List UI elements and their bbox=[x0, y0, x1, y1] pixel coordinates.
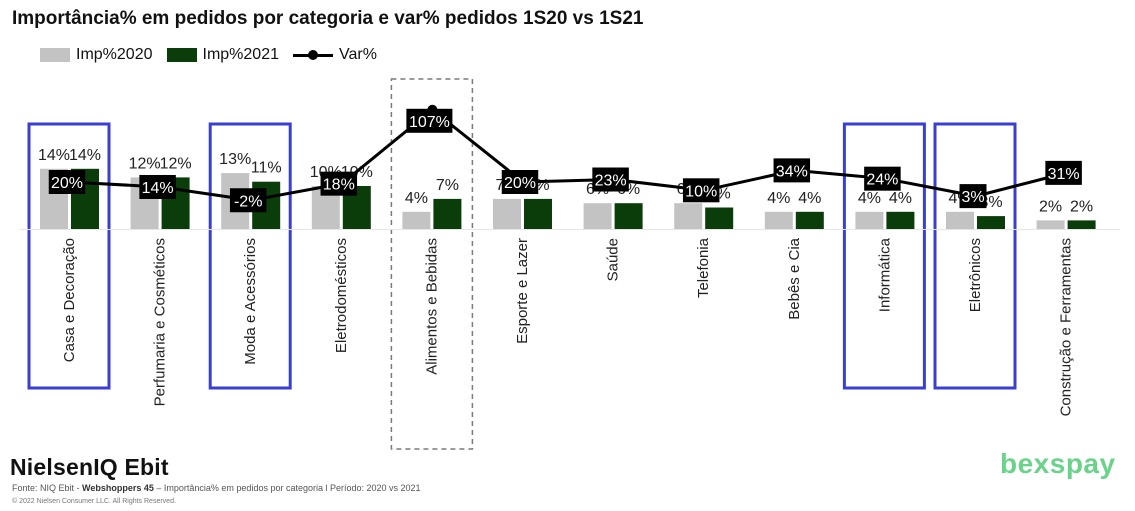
bar-imp2021 bbox=[705, 207, 734, 229]
legend-swatch-imp2021 bbox=[166, 48, 197, 62]
category-label: Esporte e Lazer bbox=[514, 238, 531, 344]
highlight-box-eletronicos bbox=[933, 122, 1017, 390]
category-label: Eletrodomésticos bbox=[333, 238, 350, 353]
bar-label-imp2020: 14% bbox=[38, 147, 70, 164]
bar-imp2020 bbox=[493, 198, 521, 229]
var-label: 14% bbox=[142, 180, 174, 197]
var-label: 107% bbox=[409, 114, 450, 131]
source-bold: Webshoppers 45 bbox=[82, 483, 154, 493]
bar-label-imp2020: 4% bbox=[858, 190, 881, 207]
chart-legend: Imp%2020 Imp%2021 Var% bbox=[40, 44, 391, 66]
bar-label-imp2020: 12% bbox=[129, 155, 161, 172]
legend-line-marker bbox=[293, 48, 333, 62]
brand-name: NielsenIQ Ebit bbox=[10, 454, 169, 480]
bar-label-imp2020: 4% bbox=[767, 190, 790, 207]
source-prefix: Fonte: NIQ Ebit - bbox=[12, 483, 83, 493]
category-label: Eletrônicos bbox=[967, 238, 984, 312]
bar-imp2021 bbox=[795, 211, 824, 229]
category-label: Bebês e Cia bbox=[786, 237, 803, 319]
var-label-box bbox=[773, 158, 811, 183]
var-label: -2% bbox=[234, 193, 262, 210]
var-label-box bbox=[682, 178, 720, 203]
bar-imp2021 bbox=[977, 216, 1005, 229]
source-suffix: – Importância% em pedidos por categoria … bbox=[153, 483, 421, 493]
var-label: 23% bbox=[595, 173, 627, 190]
bar-label-imp2021: 7% bbox=[436, 177, 459, 194]
legend-item-imp2021: Imp%2021 bbox=[166, 46, 280, 64]
var-label-box bbox=[229, 188, 267, 213]
var-label-box bbox=[139, 174, 176, 199]
legend-label-imp2020: Imp%2020 bbox=[76, 46, 153, 63]
dashed-box-alimentos-e-bebidas bbox=[390, 78, 474, 450]
bar-imp2020 bbox=[1036, 220, 1065, 229]
legend-item-imp2020: Imp%2020 bbox=[40, 46, 153, 64]
var-label-box bbox=[320, 171, 358, 196]
bar-label-imp2020: 13% bbox=[219, 151, 251, 168]
bar-imp2021 bbox=[614, 203, 643, 229]
bexspay-logo: bexspay bbox=[1000, 448, 1116, 479]
bar-label-imp2021: 12% bbox=[160, 155, 192, 172]
category-label: Saúde bbox=[605, 238, 622, 281]
bar-imp2020 bbox=[946, 211, 974, 229]
var-label-box bbox=[864, 166, 901, 191]
highlight-box-casa-e-decoracao bbox=[27, 122, 111, 390]
var-label-box bbox=[959, 184, 987, 209]
var-label-box bbox=[48, 170, 86, 194]
category-label: Telefonia bbox=[695, 237, 712, 298]
var-label: 3% bbox=[961, 189, 984, 206]
bar-imp2020 bbox=[674, 203, 703, 229]
bar-label-imp2020: 2% bbox=[1039, 198, 1062, 215]
chart-title: Importância% em pedidos por categoria e … bbox=[12, 8, 644, 29]
var-label: 31% bbox=[1048, 166, 1080, 183]
var-label: 10% bbox=[685, 183, 717, 200]
category-label: Moda e Acessórios bbox=[242, 238, 259, 365]
copyright-note: © 2022 Nielsen Consumer LLC. All Rights … bbox=[12, 498, 176, 505]
bar-imp2020 bbox=[764, 211, 793, 229]
bar-label-imp2020: 4% bbox=[405, 190, 428, 207]
highlight-box-informatica bbox=[842, 122, 926, 390]
chart-plot: 14%14%12%12%13%11%10%10%4%7%7%7%6%6%6%5%… bbox=[20, 78, 1120, 450]
var-label-box bbox=[406, 108, 453, 133]
legend-label-imp2021: Imp%2021 bbox=[202, 46, 280, 63]
var-label: 24% bbox=[866, 172, 898, 189]
bar-label-imp2021: 2% bbox=[1070, 198, 1093, 215]
legend-swatch-imp2020 bbox=[40, 48, 70, 62]
bar-imp2021 bbox=[886, 211, 915, 229]
bar-label-imp2021: 14% bbox=[69, 147, 101, 164]
bar-imp2020 bbox=[583, 203, 612, 229]
bar-imp2021 bbox=[1067, 220, 1096, 229]
var-label-box bbox=[592, 167, 629, 192]
bar-label-imp2021: 4% bbox=[889, 190, 912, 207]
highlight-box-moda-e-acessorios bbox=[208, 122, 292, 390]
legend-label-var: Var% bbox=[339, 46, 377, 63]
bar-imp2021 bbox=[433, 198, 462, 229]
category-label: Casa e Decoração bbox=[61, 238, 78, 362]
var-label: 20% bbox=[504, 175, 536, 192]
bar-label-imp2021: 11% bbox=[251, 160, 282, 177]
bar-imp2020 bbox=[402, 211, 431, 229]
var-label: 20% bbox=[51, 175, 83, 192]
bar-label-imp2021: 4% bbox=[798, 190, 821, 207]
category-label: Alimentos e Bebidas bbox=[423, 238, 440, 375]
var-label: 18% bbox=[323, 177, 355, 194]
var-label-box bbox=[501, 170, 539, 194]
category-label: Perfumaria e Cosméticos bbox=[152, 238, 169, 406]
category-label: Construção e Ferramentas bbox=[1058, 238, 1075, 416]
legend-item-var: Var% bbox=[293, 46, 377, 64]
bar-imp2020 bbox=[855, 211, 884, 229]
source-note: Fonte: NIQ Ebit - Webshoppers 45 – Impor… bbox=[12, 483, 421, 493]
var-label: 34% bbox=[776, 163, 808, 180]
bar-imp2021 bbox=[524, 198, 552, 229]
category-label: Informática bbox=[876, 237, 893, 312]
var-label-box bbox=[1045, 160, 1082, 185]
